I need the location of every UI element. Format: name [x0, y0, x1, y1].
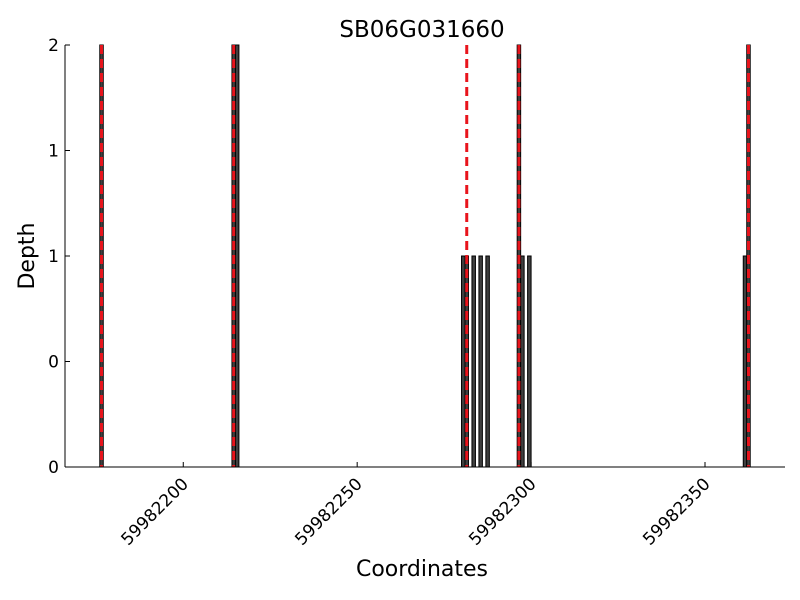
x-axis-label: Coordinates	[356, 557, 488, 582]
bar	[478, 255, 483, 468]
x-tick-label: 59982350	[639, 474, 714, 549]
bar	[461, 255, 466, 468]
y-axis-label: Depth	[15, 222, 40, 289]
bar	[520, 255, 525, 468]
bar	[485, 255, 490, 468]
y-tick-label: 1	[48, 142, 59, 162]
y-tick-label: 0	[48, 353, 59, 373]
x-tick-label: 59982300	[465, 474, 540, 549]
bar	[527, 255, 532, 468]
bar	[471, 255, 476, 468]
bar	[742, 255, 748, 468]
x-tick-label: 59982200	[117, 474, 192, 549]
chart-title: SB06G031660	[339, 17, 504, 43]
bar	[234, 44, 240, 468]
x-tick-label: 59982250	[291, 474, 366, 549]
y-tick-label: 0	[48, 458, 59, 478]
y-tick-label: 1	[48, 247, 59, 267]
y-tick-label: 2	[48, 36, 59, 56]
